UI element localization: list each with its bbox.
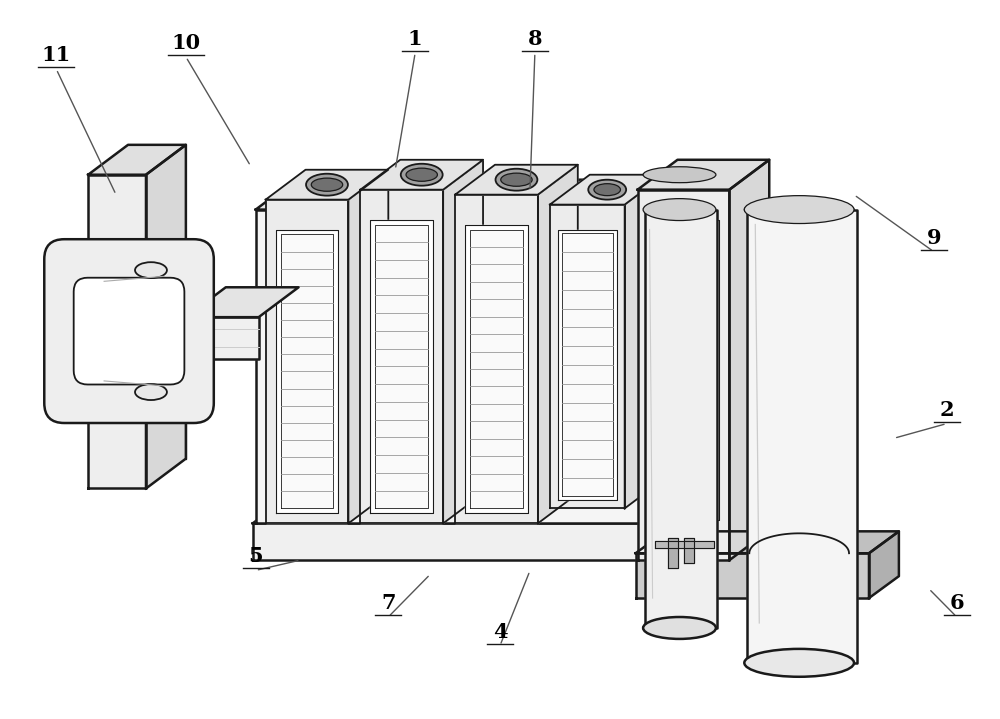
Polygon shape — [747, 209, 857, 663]
Polygon shape — [625, 175, 665, 508]
Polygon shape — [276, 229, 338, 513]
Text: 9: 9 — [926, 228, 941, 248]
Ellipse shape — [594, 183, 620, 196]
Ellipse shape — [744, 649, 854, 677]
Ellipse shape — [744, 196, 854, 224]
Polygon shape — [653, 224, 714, 516]
Text: 6: 6 — [949, 593, 964, 613]
Polygon shape — [370, 219, 433, 513]
FancyBboxPatch shape — [44, 239, 214, 423]
Polygon shape — [470, 229, 523, 508]
Ellipse shape — [501, 173, 532, 186]
Polygon shape — [684, 539, 694, 563]
Polygon shape — [348, 170, 388, 523]
Text: 7: 7 — [381, 593, 396, 613]
Ellipse shape — [406, 168, 437, 181]
Polygon shape — [256, 180, 757, 209]
Polygon shape — [869, 531, 899, 598]
Polygon shape — [360, 190, 443, 523]
Polygon shape — [186, 288, 299, 317]
Polygon shape — [645, 209, 717, 628]
Polygon shape — [668, 539, 678, 568]
Ellipse shape — [496, 169, 537, 191]
Polygon shape — [256, 209, 717, 523]
Polygon shape — [558, 229, 617, 500]
Polygon shape — [266, 170, 388, 200]
Ellipse shape — [311, 178, 343, 191]
Polygon shape — [443, 160, 483, 523]
Polygon shape — [360, 160, 483, 190]
Polygon shape — [455, 195, 538, 523]
Polygon shape — [655, 541, 714, 549]
Polygon shape — [375, 224, 428, 508]
Ellipse shape — [135, 262, 167, 278]
Polygon shape — [281, 234, 333, 508]
Polygon shape — [550, 205, 625, 508]
Ellipse shape — [135, 384, 167, 400]
Polygon shape — [88, 145, 186, 175]
Polygon shape — [550, 175, 665, 205]
Ellipse shape — [643, 198, 716, 221]
Polygon shape — [638, 160, 769, 190]
Polygon shape — [538, 165, 578, 523]
Text: 5: 5 — [248, 546, 263, 567]
Text: 1: 1 — [408, 29, 423, 49]
Polygon shape — [636, 531, 899, 553]
Polygon shape — [455, 165, 578, 195]
Ellipse shape — [401, 164, 443, 186]
Ellipse shape — [306, 174, 348, 196]
Polygon shape — [636, 553, 869, 598]
Polygon shape — [253, 523, 761, 560]
Ellipse shape — [744, 198, 854, 221]
Text: 4: 4 — [493, 622, 507, 641]
Text: 10: 10 — [171, 33, 200, 53]
Polygon shape — [717, 180, 757, 523]
Polygon shape — [266, 200, 348, 523]
Polygon shape — [253, 493, 801, 523]
Ellipse shape — [643, 617, 716, 639]
Ellipse shape — [643, 167, 716, 183]
Polygon shape — [648, 219, 719, 521]
Polygon shape — [88, 175, 146, 488]
Text: 11: 11 — [42, 45, 71, 65]
Text: 8: 8 — [528, 29, 542, 49]
Polygon shape — [562, 234, 613, 496]
Polygon shape — [761, 493, 801, 560]
Polygon shape — [729, 160, 769, 560]
Text: 2: 2 — [939, 400, 954, 420]
Polygon shape — [146, 145, 186, 488]
Ellipse shape — [588, 180, 626, 200]
FancyBboxPatch shape — [74, 278, 184, 385]
Polygon shape — [638, 190, 729, 560]
Polygon shape — [465, 224, 528, 513]
Polygon shape — [186, 317, 259, 359]
